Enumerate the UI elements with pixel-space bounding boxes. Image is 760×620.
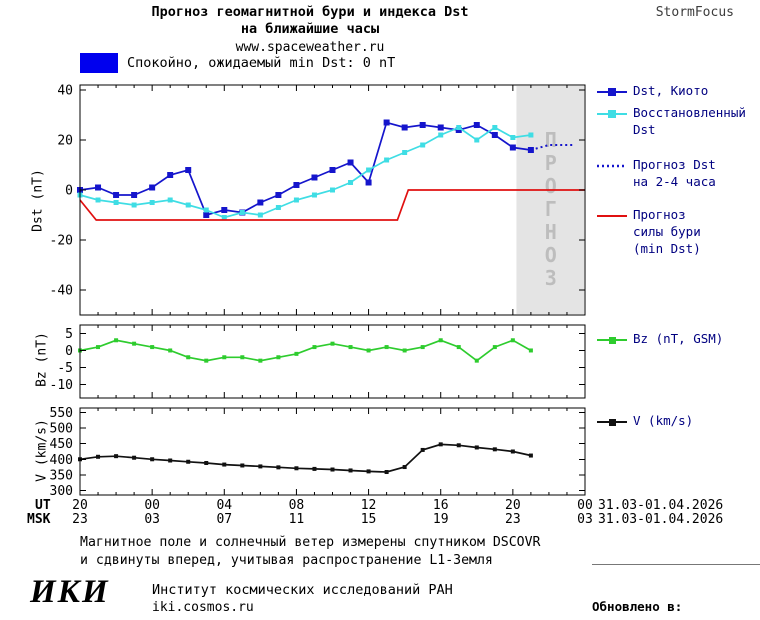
svg-text:550: 550 bbox=[50, 406, 73, 421]
ut-axis-name: UT bbox=[35, 498, 51, 513]
v-axis-label: V (km/s) bbox=[34, 419, 50, 482]
updated-label: Обновлено в: bbox=[592, 599, 683, 614]
svg-text:20: 20 bbox=[57, 134, 73, 149]
dst-axis-label: Dst (nT) bbox=[30, 169, 46, 232]
dst-kyoto-line-icon bbox=[597, 88, 627, 96]
ut-tick-label: 08 bbox=[288, 498, 305, 513]
msk-axis-name: MSK bbox=[27, 512, 51, 527]
svg-text:З: З bbox=[545, 266, 557, 290]
iki-site-text: iki.cosmos.ru bbox=[152, 600, 254, 615]
legend-label: Прогноз силы бури (min Dst) bbox=[633, 207, 701, 256]
ut-axis-date: 31.03-01.04.2026 bbox=[598, 498, 724, 513]
svg-text:5: 5 bbox=[65, 327, 73, 342]
brand-label: StormFocus bbox=[655, 5, 734, 20]
status-color-swatch bbox=[80, 53, 118, 73]
chart-canvas: ПРОГНОЗ40200-20-4050-5-10550500450400350… bbox=[50, 84, 586, 499]
svg-text:Г: Г bbox=[545, 197, 557, 221]
svg-text:-20: -20 bbox=[50, 234, 73, 249]
svg-text:О: О bbox=[545, 174, 557, 198]
svg-text:450: 450 bbox=[50, 437, 73, 452]
svg-text:350: 350 bbox=[50, 468, 73, 483]
ut-tick-label: 20 bbox=[505, 498, 521, 513]
title-line1: Прогноз геомагнитной бури и индекса Dst bbox=[151, 4, 469, 20]
page-title: Прогноз геомагнитной бури и индекса Dst … bbox=[110, 4, 510, 56]
legend-item-dst-kyoto: Dst, Киото bbox=[597, 82, 708, 99]
v-line-icon bbox=[597, 419, 627, 426]
quiet-status-banner: Спокойно, ожидаемый min Dst: 0 nT bbox=[80, 52, 395, 74]
msk-tick-label: 03 bbox=[577, 512, 593, 527]
ut-tick-label: 04 bbox=[216, 498, 233, 513]
msk-tick-label: 19 bbox=[432, 512, 449, 527]
legend-label: Восстановленный Dst bbox=[633, 105, 746, 137]
x-axis-ut-row: UT 31.03-01.04.2026 20 00 04 08 12 16 20 00 bbox=[0, 498, 760, 513]
measurement-footnote: Магнитное поле и солнечный ветер измерен… bbox=[80, 535, 541, 568]
x-axis-msk-row: MSK 31.03-01.04.2026 23 03 07 11 15 19 23 03 bbox=[0, 512, 760, 527]
storm-forecast-line-icon bbox=[597, 215, 627, 217]
legend-item-v: V (km/s) bbox=[597, 412, 693, 429]
msk-tick-label: 07 bbox=[216, 512, 233, 527]
msk-tick-label: 23 bbox=[505, 512, 521, 527]
msk-tick-label: 15 bbox=[360, 512, 377, 527]
ut-tick-label: 16 bbox=[432, 498, 449, 513]
ut-tick-label: 00 bbox=[577, 498, 593, 513]
legend-label: Dst, Киото bbox=[633, 83, 709, 98]
legend-label: Прогноз Dst на 2-4 часа bbox=[633, 157, 716, 189]
svg-text:-10: -10 bbox=[50, 378, 73, 393]
svg-text:-5: -5 bbox=[57, 361, 73, 376]
svg-text:40: 40 bbox=[57, 84, 73, 99]
legend-item-storm-strength-forecast: Прогноз силы бури (min Dst) bbox=[597, 206, 701, 257]
msk-tick-label: 11 bbox=[288, 512, 305, 527]
svg-text:П: П bbox=[545, 128, 557, 152]
svg-text:Н: Н bbox=[545, 220, 557, 244]
svg-text:Р: Р bbox=[545, 151, 557, 175]
msk-axis-date: 31.03-01.04.2026 bbox=[598, 512, 724, 527]
forecast-dst-dotted-line-icon bbox=[597, 164, 627, 168]
legend-item-bz: Bz (nT, GSM) bbox=[597, 330, 723, 347]
updated-block: Обновлено в: UT 20:05, 01.04.2026 MSK 23… bbox=[592, 564, 760, 620]
msk-tick-label: 23 bbox=[72, 512, 88, 527]
svg-text:400: 400 bbox=[50, 453, 73, 468]
restored-dst-line-icon bbox=[597, 110, 627, 118]
ut-tick-label: 00 bbox=[144, 498, 160, 513]
title-line2: на ближайшие часы bbox=[240, 21, 380, 37]
svg-text:-40: -40 bbox=[50, 284, 73, 299]
legend-item-restored-dst: Восстановленный Dst bbox=[597, 104, 746, 138]
svg-text:300: 300 bbox=[50, 484, 73, 499]
website-text: www.spaceweather.ru bbox=[235, 40, 385, 55]
institute-name: Институт космических исследований РАН bbox=[152, 582, 453, 598]
iki-logo: ИКИ bbox=[30, 574, 110, 610]
legend-label: Bz (nT, GSM) bbox=[633, 331, 724, 346]
status-text: Спокойно, ожидаемый min Dst: 0 nT bbox=[127, 55, 396, 71]
svg-text:0: 0 bbox=[65, 344, 73, 359]
svg-text:0: 0 bbox=[65, 184, 73, 199]
svg-text:500: 500 bbox=[50, 422, 73, 437]
legend-item-forecast-dst: Прогноз Dst на 2-4 часа bbox=[597, 156, 716, 190]
ut-tick-label: 12 bbox=[360, 498, 377, 513]
legend-label: V (km/s) bbox=[633, 413, 694, 428]
msk-tick-label: 03 bbox=[144, 512, 160, 527]
svg-text:О: О bbox=[545, 243, 557, 267]
bz-line-icon bbox=[597, 337, 627, 344]
ut-tick-label: 20 bbox=[72, 498, 88, 513]
